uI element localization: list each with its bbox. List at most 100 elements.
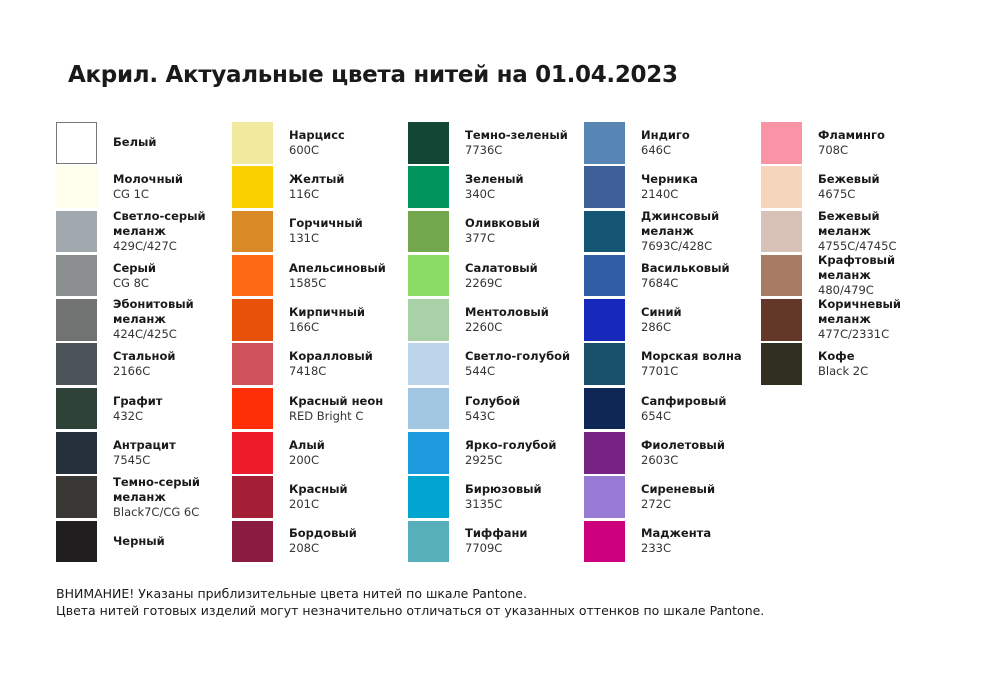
pantone-code: 166C <box>289 319 319 334</box>
color-item: Коралловый 7418C <box>232 343 408 387</box>
color-item: Светло-серый меланж 429C/427C <box>56 208 232 255</box>
color-name: Желтый <box>289 172 345 187</box>
color-name: Фиолетовый <box>641 437 725 452</box>
color-name: Бежевый <box>818 172 880 187</box>
color-swatch <box>56 299 97 341</box>
pantone-code: 7709C <box>465 541 503 556</box>
color-name: Джинсовый меланж <box>641 208 720 238</box>
color-item: Апельсиновый 1585C <box>232 254 408 299</box>
pantone-code: 7693C/428C <box>641 238 713 253</box>
color-name: Индиго <box>641 127 690 142</box>
color-name: Графит <box>113 393 163 408</box>
color-swatch <box>232 210 273 253</box>
pantone-code: 544C <box>465 364 495 379</box>
color-swatch <box>56 166 97 208</box>
color-name: Синий <box>641 304 682 319</box>
color-label: Синий 286C <box>641 299 682 341</box>
color-item: Желтый 116C <box>232 166 408 210</box>
color-item: Фламинго 708C <box>761 122 937 166</box>
color-label: Антрацит 7545C <box>113 432 176 474</box>
color-swatch <box>584 520 625 563</box>
pantone-code: 2140C <box>641 187 679 202</box>
color-label: Светло-голубой 544C <box>465 343 570 385</box>
color-name: Кирпичный <box>289 304 365 319</box>
color-label: Эбонитовый меланж 424C/425C <box>113 297 194 342</box>
color-label: Молочный CG 1C <box>113 166 183 208</box>
color-label: Бирюзовый 3135C <box>465 476 542 518</box>
color-swatch <box>584 387 625 430</box>
color-item: Сиреневый 272C <box>584 476 760 520</box>
color-label: Фиолетовый 2603C <box>641 432 725 474</box>
color-name: Морская волна <box>641 349 742 364</box>
color-swatch <box>56 343 97 385</box>
color-item: Бирюзовый 3135C <box>408 476 584 520</box>
color-label: Бежевый 4675C <box>818 166 880 208</box>
color-label: Красный неон RED Bright C <box>289 388 383 430</box>
pantone-code: 340C <box>465 187 495 202</box>
color-swatch <box>232 387 273 430</box>
color-item: Ярко-голубой 2925C <box>408 432 584 476</box>
color-item: Красный 201C <box>232 476 408 520</box>
color-label: Крафтовый меланж 480/479C <box>818 253 937 298</box>
color-name: Эбонитовый меланж <box>113 297 194 327</box>
color-swatch <box>232 254 273 297</box>
color-swatch <box>232 476 273 518</box>
pantone-code: 131C <box>289 231 319 246</box>
pantone-code: 2269C <box>465 275 503 290</box>
page-title: Акрил. Актуальные цвета нитей на 01.04.2… <box>68 62 678 88</box>
color-name: Васильковый <box>641 260 730 275</box>
color-swatch <box>584 122 625 164</box>
color-name: Красный <box>289 482 348 497</box>
color-swatch <box>232 122 273 164</box>
color-name: Нарцисс <box>289 127 345 142</box>
pantone-code: 600C <box>289 142 319 157</box>
color-label: Сапфировый 654C <box>641 388 726 430</box>
color-item: Темно-зеленый 7736C <box>408 122 584 166</box>
color-label: Темно-зеленый 7736C <box>465 122 568 164</box>
color-item: Зеленый 340C <box>408 166 584 210</box>
pantone-code: 2260C <box>465 319 503 334</box>
color-item: Васильковый 7684C <box>584 254 760 299</box>
pantone-code: 424C/425C <box>113 327 177 342</box>
color-name: Белый <box>113 135 157 150</box>
pantone-code: 200C <box>289 452 319 467</box>
color-label: Алый 200C <box>289 432 325 474</box>
color-column: Темно-зеленый 7736C Зеленый 340C Оливковый 37… <box>408 122 584 565</box>
color-item: Голубой 543C <box>408 387 584 432</box>
color-label: Красный 201C <box>289 476 348 518</box>
color-label: Индиго 646C <box>641 122 690 164</box>
pantone-code: 201C <box>289 497 319 512</box>
color-item: Фиолетовый 2603C <box>584 432 760 476</box>
color-item: Стальной 2166C <box>56 343 232 387</box>
color-label: Сиреневый 272C <box>641 476 715 518</box>
color-name: Коричневый меланж <box>818 297 901 327</box>
color-name: Светло-серый меланж <box>113 208 206 238</box>
color-name: Салатовый <box>465 260 538 275</box>
pantone-code: 480/479C <box>818 283 874 298</box>
color-name: Бордовый <box>289 526 357 541</box>
color-name: Коралловый <box>289 349 373 364</box>
color-item: Крафтовый меланж 480/479C <box>761 253 937 299</box>
color-item: Серый CG 8C <box>56 254 232 299</box>
color-swatch <box>56 210 97 253</box>
color-label: Стальной 2166C <box>113 343 175 385</box>
color-swatch <box>408 299 449 341</box>
color-name: Тиффани <box>465 526 528 541</box>
pantone-code: 4755C/4745C <box>818 238 897 253</box>
color-swatch <box>761 210 802 253</box>
pantone-code: 432C <box>113 408 143 423</box>
color-swatch <box>761 254 802 297</box>
color-item: Темно-серый меланж Black7C/CG 6C <box>56 475 232 520</box>
color-item: Белый <box>56 122 232 166</box>
color-swatch <box>56 520 97 563</box>
pantone-code: CG 1C <box>113 187 149 202</box>
color-swatch <box>408 210 449 253</box>
pantone-code: 7701C <box>641 364 679 379</box>
color-item: Светло-голубой 544C <box>408 343 584 387</box>
disclaimer-line-1: ВНИМАНИЕ! Указаны приблизительные цвета … <box>56 586 527 601</box>
color-swatch <box>408 520 449 563</box>
pantone-code: 4675C <box>818 187 856 202</box>
color-label: Фламинго 708C <box>818 122 885 164</box>
color-label: Маджента 233C <box>641 521 711 563</box>
color-column: Фламинго 708C Бежевый 4675C Бежевый меланж 47… <box>761 122 937 388</box>
